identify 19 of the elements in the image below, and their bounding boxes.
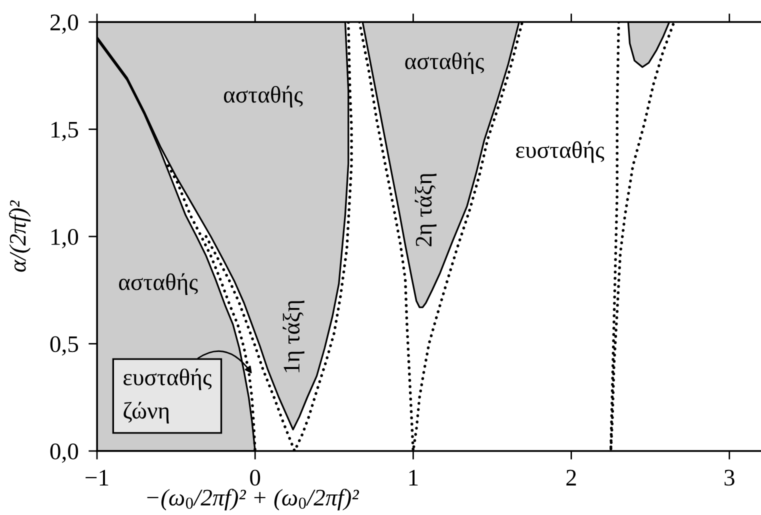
y-tick-label: 0,0 bbox=[50, 443, 78, 463]
x-axis-title: −(ω$_{0}$/2πf)² + (ω$_{0}$/2πf)² bbox=[147, 488, 360, 510]
annotation: ασταθής bbox=[224, 86, 303, 108]
x-tick-label: 0 bbox=[250, 470, 260, 486]
y-axis-title: α/(2πf)² bbox=[8, 200, 31, 272]
annotation: ασταθής bbox=[405, 52, 484, 74]
annotation: ασταθής bbox=[119, 273, 198, 295]
y-tick-label: 1,5 bbox=[52, 122, 78, 142]
x-tick-label: 3 bbox=[724, 470, 734, 486]
annotation: 1η τάξη bbox=[282, 300, 304, 372]
x-tick-label: 2 bbox=[566, 470, 576, 486]
y-tick-label: 0,5 bbox=[50, 336, 78, 356]
annotation: 2η τάξη bbox=[414, 174, 437, 246]
annotation: ευσταθής bbox=[516, 141, 604, 163]
x-tick-label: −1 bbox=[86, 470, 108, 486]
y-tick-label: 1,0 bbox=[52, 228, 78, 248]
annotation: ευσταθής ζώνη bbox=[124, 368, 212, 424]
y-tick-label: 2,0 bbox=[50, 14, 78, 34]
x-tick-label: 1 bbox=[409, 470, 418, 486]
